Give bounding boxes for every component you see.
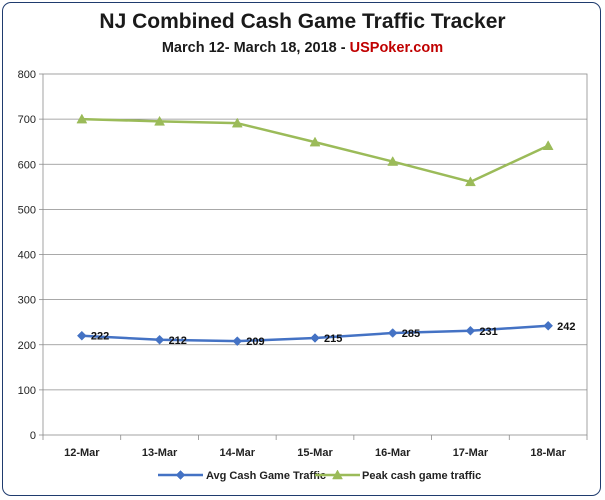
legend-marker xyxy=(175,470,186,480)
data-label: 285 xyxy=(402,328,420,340)
data-point xyxy=(232,336,243,346)
data-point xyxy=(154,115,165,126)
data-label: 215 xyxy=(324,333,342,345)
data-label: 209 xyxy=(246,336,264,348)
legend-marker xyxy=(332,469,343,480)
y-tick-label: 0 xyxy=(30,430,36,442)
chart-title: NJ Combined Cash Game Traffic Tracker xyxy=(99,10,506,33)
y-tick-label: 400 xyxy=(18,250,36,262)
chart-subtitle-date: March 12- March 18, 2018 - xyxy=(161,40,350,56)
x-tick-label: 16-Mar xyxy=(375,447,411,459)
data-point xyxy=(542,140,554,150)
data-label: 242 xyxy=(557,321,575,333)
data-point xyxy=(76,113,88,124)
series-avg-cash-game-traffic: 222 212 209 215 285 231 242 xyxy=(77,320,576,348)
y-tick-label: 600 xyxy=(18,159,36,171)
y-tick-label: 800 xyxy=(18,69,36,81)
data-point xyxy=(387,328,398,338)
legend-label: Avg Cash Game Traffic xyxy=(206,470,326,482)
series-line xyxy=(81,117,549,184)
data-label: 212 xyxy=(169,335,187,347)
y-tick-label: 500 xyxy=(18,204,36,216)
legend-item: Avg Cash Game Traffic xyxy=(158,470,326,482)
data-point xyxy=(387,156,399,166)
y-tick-label: 300 xyxy=(18,295,36,307)
data-point xyxy=(309,136,321,147)
legend: Avg Cash Game Traffic Peak cash game traf… xyxy=(158,469,481,482)
data-point xyxy=(310,333,320,343)
y-tick-label: 700 xyxy=(18,114,36,126)
chart-subtitle-brand: USPoker.com xyxy=(349,40,444,56)
data-label: 222 xyxy=(91,331,109,343)
data-point xyxy=(543,320,553,331)
chart-frame xyxy=(2,2,601,496)
x-tick-label: 15-Mar xyxy=(297,447,333,459)
data-point xyxy=(231,117,243,128)
x-tick-label: 17-Mar xyxy=(453,447,489,459)
series-peak-cash-game-traffic xyxy=(76,113,554,187)
legend-label: Peak cash game traffic xyxy=(362,470,481,482)
data-point xyxy=(465,176,476,187)
data-point xyxy=(154,334,165,345)
data-point xyxy=(465,325,476,336)
x-tick-label: 12-Mar xyxy=(64,447,100,459)
chart-subtitle: March 12- March 18, 2018 - USPoker.com xyxy=(0,40,605,56)
y-tick-label: 200 xyxy=(18,340,36,352)
legend-item: Peak cash game traffic xyxy=(315,469,481,482)
x-tick-label: 18-Mar xyxy=(530,447,566,459)
x-tick-label: 13-Mar xyxy=(142,447,178,459)
data-point xyxy=(77,330,87,341)
data-label: 231 xyxy=(479,326,497,338)
x-tick-label: 14-Mar xyxy=(220,447,256,459)
y-tick-label: 100 xyxy=(18,385,36,397)
